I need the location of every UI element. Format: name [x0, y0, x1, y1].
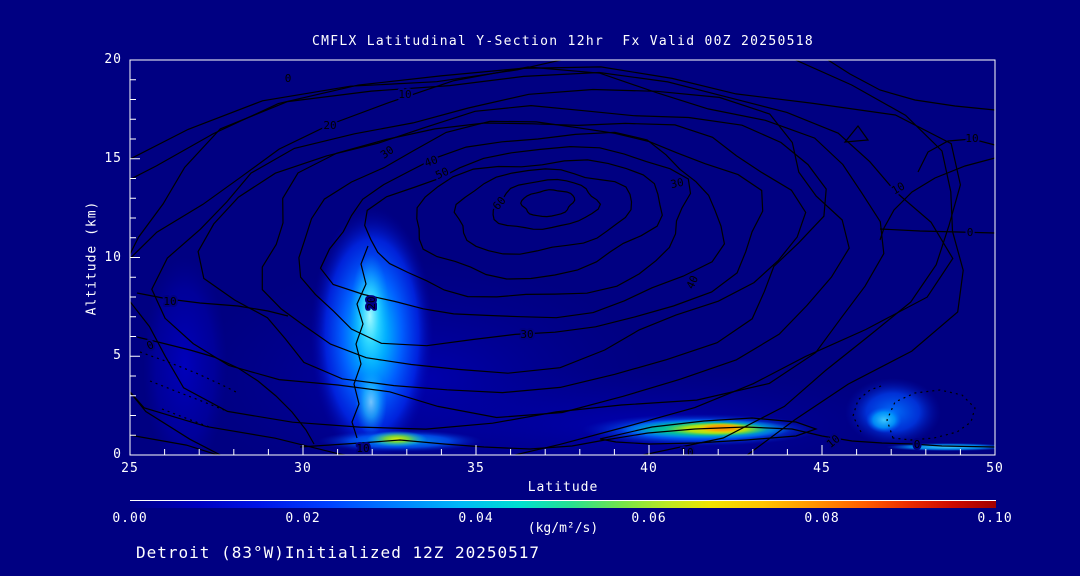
contour-line: [130, 71, 954, 455]
contour-line: [520, 189, 576, 218]
x-axis-label: Latitude: [527, 480, 599, 495]
contour-line: [827, 60, 995, 111]
contour-line: [197, 104, 827, 394]
contour-label: 20: [365, 296, 378, 309]
contour-line: [136, 292, 289, 317]
colorbar-tick-label: 0.00: [112, 511, 148, 526]
contour-label: 30: [378, 143, 396, 161]
y-tick-label: 0: [113, 447, 122, 462]
contour-line: [843, 125, 870, 143]
contour-label: 0: [914, 438, 921, 451]
contour-line: [151, 88, 850, 419]
contour-line: [139, 351, 239, 394]
contour-label: 0: [285, 72, 292, 85]
contour-line: [879, 157, 995, 241]
contour-label: 20: [323, 119, 336, 132]
contour-line: [351, 245, 369, 439]
contour-line: [599, 417, 818, 445]
chart-title: CMFLX Latitudinal Y-Section 12hr Fx Vali…: [312, 34, 814, 49]
y-tick-label: 5: [113, 348, 122, 364]
contour-line: [879, 228, 995, 234]
init-label: Detroit (83°W)Initialized 12Z 20250517: [136, 543, 541, 562]
contour-line: [852, 384, 885, 433]
x-tick-label: 40: [640, 461, 658, 476]
contour-label: 30: [669, 176, 685, 191]
x-tick-label: 50: [986, 461, 1004, 476]
colorbar-tick-label: 0.04: [458, 511, 494, 526]
y-tick-label: 20: [104, 52, 122, 67]
contour-line: [453, 168, 633, 255]
contour-label: 0: [967, 226, 974, 239]
contour-label: 30: [520, 328, 533, 341]
contour-label: 10: [356, 442, 369, 455]
colorbar-tick-label: 0.06: [631, 511, 667, 526]
contour-label: 40: [684, 273, 701, 291]
x-tick-label: 30: [294, 461, 312, 476]
contour-line: [492, 178, 602, 230]
contour-line: [917, 138, 995, 173]
shaded-regions: [143, 207, 995, 455]
axis-ticks: [129, 59, 996, 456]
colorbar-tick-label: 0.08: [804, 511, 840, 526]
contour-line: [319, 131, 726, 319]
contour-line: [261, 122, 807, 374]
contour-line: [364, 145, 692, 298]
contour-lines: [130, 60, 995, 455]
contour-line: [886, 389, 976, 441]
contour-line: [299, 426, 995, 450]
colorbar: [130, 500, 996, 508]
colorbar-units: (kg/m²/s): [527, 521, 599, 536]
colorbar-tick-label: 0.02: [285, 511, 321, 526]
y-tick-label: 15: [104, 150, 122, 166]
contour-line: [130, 60, 964, 455]
contour-line: [130, 66, 885, 430]
contour-line: [298, 120, 764, 347]
contour-label: 10: [965, 132, 978, 145]
contour-label: 40: [423, 153, 440, 170]
contour-label: 10: [163, 295, 176, 308]
x-tick-label: 35: [467, 461, 485, 476]
x-tick-label: 25: [121, 461, 139, 476]
x-tick-label: 45: [813, 461, 831, 476]
contour-label: 10: [398, 88, 411, 101]
contour-line: [136, 336, 315, 445]
y-tick-label: 10: [104, 249, 122, 265]
contour-label: 10: [680, 446, 693, 459]
contour-line: [416, 159, 663, 280]
colorbar-tick-label: 0.10: [977, 511, 1013, 526]
contour-label: 10: [889, 179, 907, 197]
